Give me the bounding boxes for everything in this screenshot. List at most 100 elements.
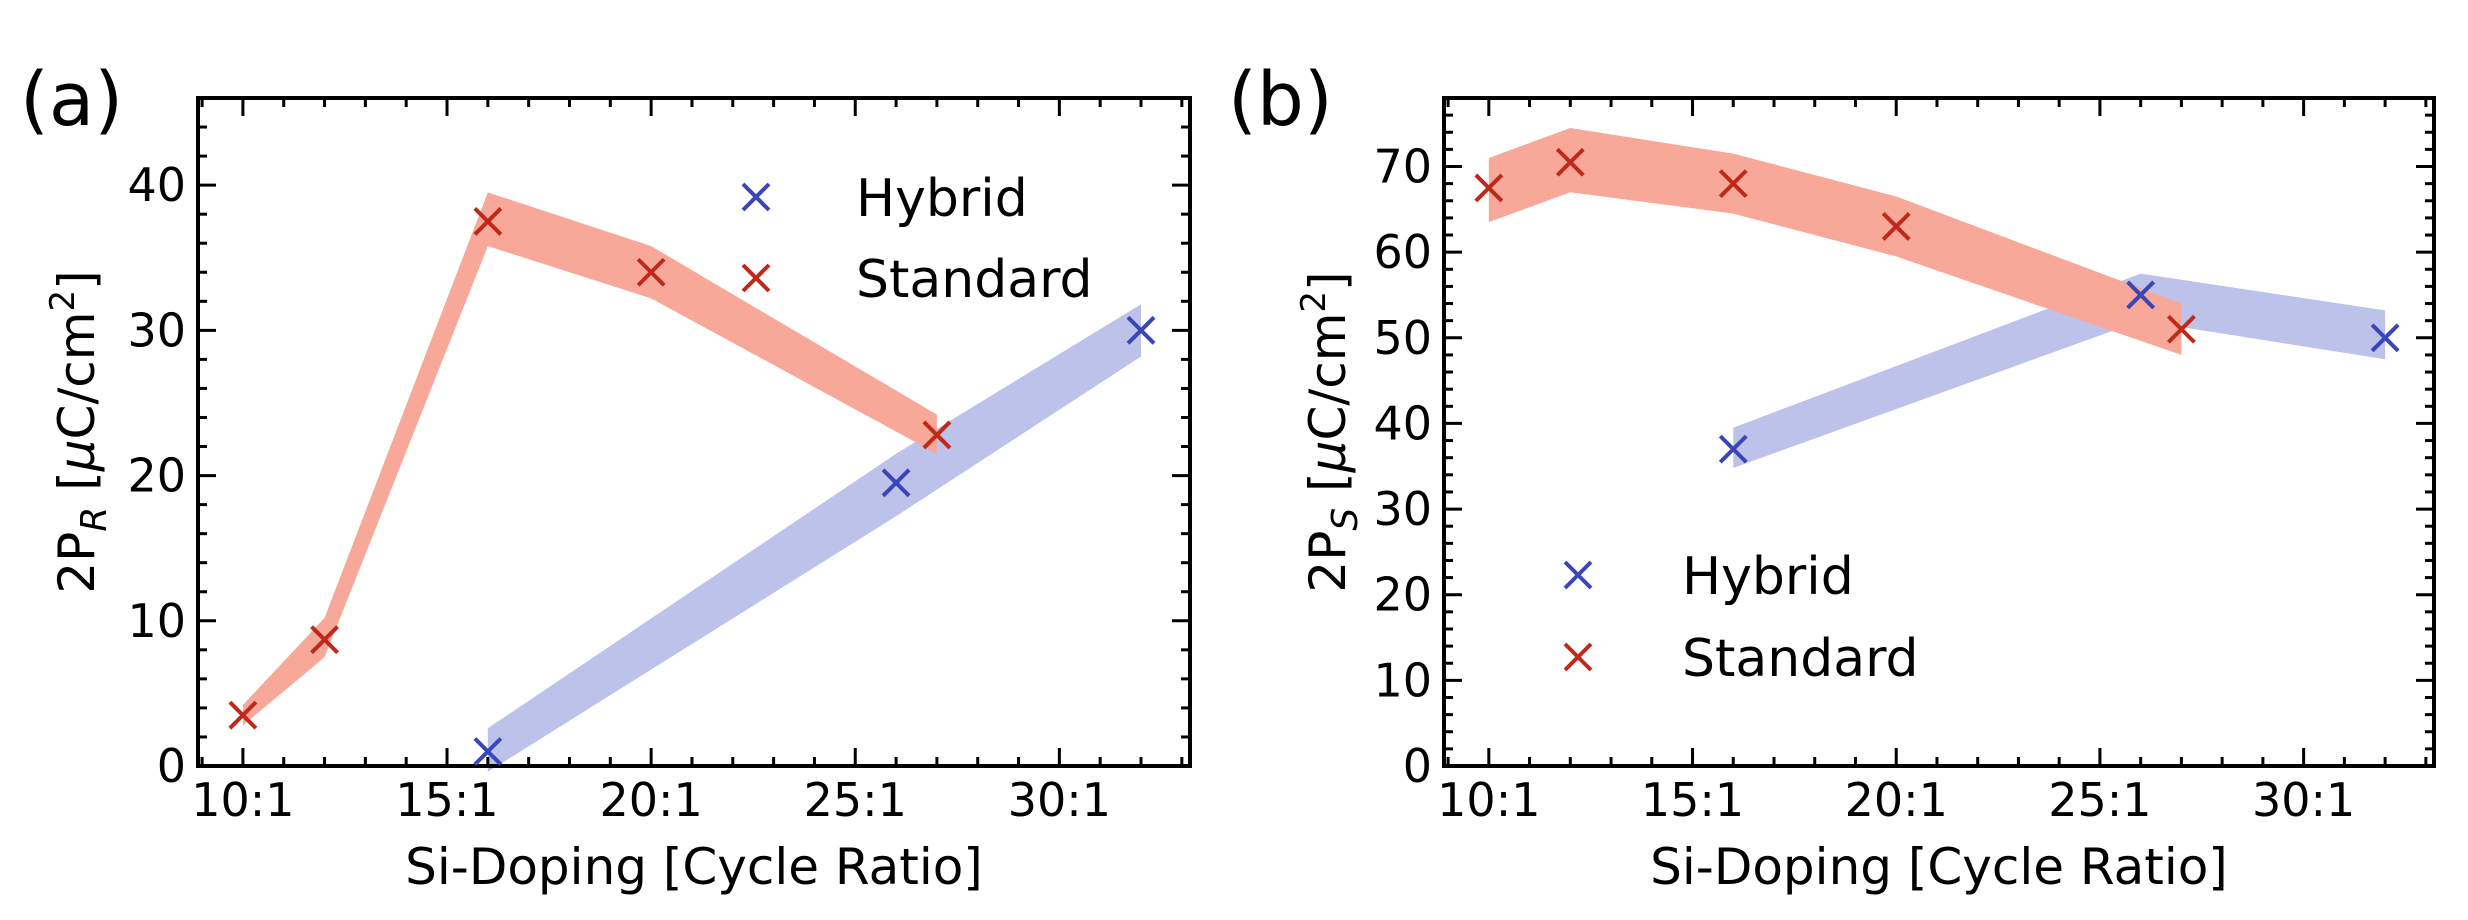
band-standard — [242, 192, 937, 726]
y-tick-label: 60 — [1373, 225, 1432, 279]
legend-entry-hybrid: Hybrid — [1563, 547, 1854, 607]
data-point-standard-stroke-2 — [310, 625, 339, 655]
y-label-sup-a: 2 — [43, 290, 83, 312]
band-standard — [1488, 127, 2182, 355]
legend-x-hybrid-stroke-2 — [741, 182, 771, 212]
legend-x-hybrid — [741, 182, 771, 212]
data-point-hybrid-stroke-2 — [2126, 280, 2156, 310]
y-tick-label: 10 — [1373, 653, 1432, 707]
band-hybrid — [487, 304, 1142, 772]
data-point-standard — [636, 257, 666, 287]
data-point-standard — [1881, 212, 1911, 241]
axis-ticks-b: 10:1 15:1 20:1 25:1 30:1 0 10 20 30 40 50 60 70 — [1373, 96, 2434, 827]
data-point-hybrid — [1126, 315, 1156, 345]
data-point-hybrid — [881, 468, 911, 498]
y-label-main-a: 2P — [48, 532, 106, 594]
legend-x-hybrid-stroke-2 — [1563, 560, 1593, 590]
y-label-mu-a: μ — [48, 439, 106, 472]
legend-label-standard: Standard — [856, 250, 1093, 310]
band-hybrid — [1733, 273, 2386, 468]
axis-ticks-a: 10:1 15:1 20:1 25:1 30:1 0 10 20 30 40 — [127, 96, 1190, 827]
x-tick-label: 30:1 — [2252, 773, 2355, 827]
legend-x-standard — [1563, 642, 1593, 672]
data-markers-b — [1474, 147, 2400, 464]
y-label-pre-b: [ — [1299, 472, 1357, 507]
x-tick-label: 25:1 — [804, 773, 907, 827]
data-markers-a — [228, 207, 1156, 766]
x-tick-label: 15:1 — [1641, 773, 1744, 827]
y-tick-label: 20 — [127, 449, 186, 503]
data-point-standard-stroke-2 — [922, 420, 952, 450]
y-label-mid-a: C/cm — [48, 311, 106, 439]
legend-x-standard-stroke-2 — [1563, 642, 1593, 672]
plot-frame-b — [1442, 96, 2436, 768]
legend-x-standard — [741, 263, 771, 293]
legend-marker-hybrid — [1563, 560, 1593, 590]
legend-x-hybrid — [1563, 560, 1593, 590]
legend-marker-hybrid — [741, 182, 771, 212]
legend-entry-hybrid: Hybrid — [741, 169, 1028, 229]
y-tick-label: 30 — [127, 303, 186, 357]
data-point-standard-stroke-2 — [1718, 169, 1748, 199]
x-tick-label: 25:1 — [2048, 773, 2151, 827]
data-point-hybrid-stroke-2 — [2370, 323, 2400, 353]
x-tick-label: 10:1 — [191, 773, 294, 827]
data-point-hybrid-stroke-2 — [1718, 434, 1748, 464]
x-tick-label: 15:1 — [395, 773, 498, 827]
y-axis-label-a: 2PR [μC/cm2] — [43, 270, 115, 593]
x-tick-label: 10:1 — [1437, 773, 1540, 827]
y-tick-label: 10 — [127, 594, 186, 648]
panel-a: (a) 10:1 15:1 20:1 25:1 30:1 0 10 20 30 40 Hybrid… — [20, 57, 1192, 896]
data-point-standard-stroke-2 — [1881, 212, 1911, 241]
legend-label-hybrid: Hybrid — [1682, 547, 1854, 607]
data-point-standard-stroke-2 — [473, 207, 503, 236]
legend-x-standard-stroke-2 — [741, 263, 771, 293]
legend-b: Hybrid Standard — [1563, 547, 1919, 689]
y-label-main-b: 2P — [1299, 531, 1357, 593]
y-label-post-a: ] — [48, 270, 106, 290]
data-point-standard-stroke-2 — [228, 700, 258, 730]
data-point-hybrid — [2370, 323, 2400, 353]
x-tick-label: 20:1 — [1845, 773, 1948, 827]
y-label-mid-b: C/cm — [1299, 313, 1357, 441]
data-point-standard-stroke-2 — [1555, 147, 1585, 177]
data-point-standard — [1474, 173, 1504, 203]
uncertainty-bands-b — [1488, 127, 2386, 468]
legend-marker-standard — [741, 263, 771, 293]
y-label-sub-b: S — [1325, 508, 1366, 531]
legend-label-standard: Standard — [1682, 629, 1919, 689]
panel-label-b: (b) — [1228, 57, 1333, 143]
panel-label-a: (a) — [20, 57, 123, 143]
data-point-standard — [1718, 169, 1748, 199]
y-label-mu-b: μ — [1299, 441, 1357, 474]
y-tick-label: 0 — [1403, 739, 1432, 793]
y-tick-label: 50 — [1373, 311, 1432, 365]
data-point-standard-stroke-2 — [636, 257, 666, 287]
data-point-standard-stroke-2 — [1474, 173, 1504, 203]
legend-label-hybrid: Hybrid — [856, 169, 1028, 229]
y-label-pre-a: [ — [48, 471, 106, 506]
y-tick-label: 70 — [1373, 140, 1432, 194]
panel-b: (b) 10:1 15:1 20:1 25:1 30:1010203040506070 … — [1228, 57, 2436, 896]
y-tick-label: 30 — [1373, 482, 1432, 536]
y-tick-label: 40 — [127, 158, 186, 212]
legend-entry-standard: Standard — [741, 250, 1093, 310]
y-label-sup-b: 2 — [1294, 291, 1334, 313]
data-point-standard — [228, 700, 258, 730]
data-point-standard — [1555, 147, 1585, 177]
y-tick-label: 20 — [1373, 568, 1432, 622]
x-tick-label: 30:1 — [1008, 773, 1111, 827]
data-point-hybrid-stroke-2 — [1126, 315, 1156, 345]
data-point-standard — [473, 207, 503, 236]
data-point-standard — [2166, 314, 2196, 344]
uncertainty-bands-a — [242, 192, 1142, 772]
x-axis-label-a: Si-Doping [Cycle Ratio] — [405, 838, 983, 896]
data-point-hybrid-stroke-2 — [881, 468, 911, 498]
legend-a: Hybrid Standard — [741, 169, 1093, 310]
plot-frame-a — [196, 96, 1192, 768]
data-point-standard — [310, 625, 339, 655]
data-point-standard-stroke-2 — [2166, 314, 2196, 344]
y-tick-label: 40 — [1373, 396, 1432, 450]
data-point-standard — [922, 420, 952, 450]
x-tick-label: 20:1 — [599, 773, 702, 827]
